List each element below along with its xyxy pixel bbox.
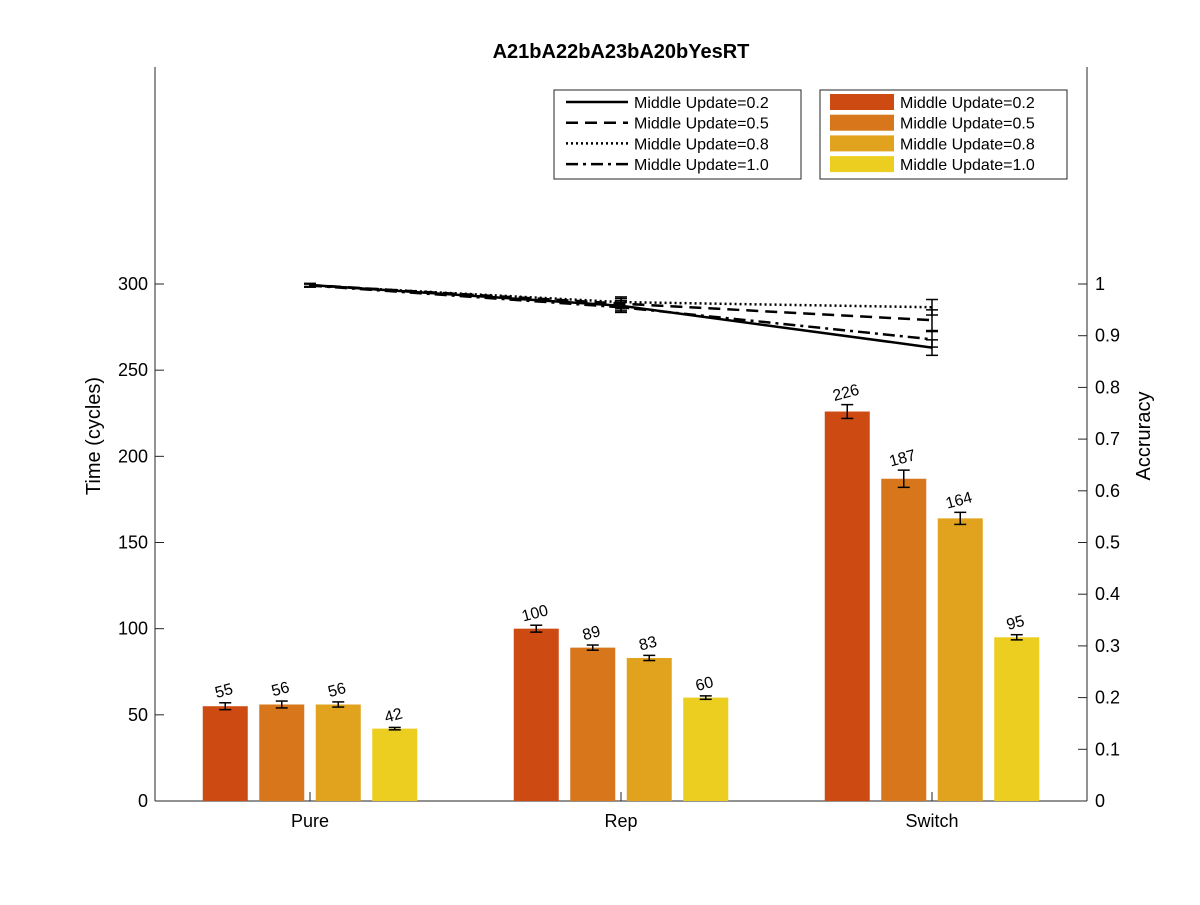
legend-bar-swatch (830, 135, 894, 152)
y2-tick-label: 0.3 (1095, 636, 1120, 656)
bar-data-label: 55 (213, 681, 235, 702)
bar-data-label: 100 (520, 602, 550, 625)
bar (372, 728, 418, 801)
bar-data-label: 187 (887, 447, 917, 470)
y2-tick-label: 0.4 (1095, 584, 1120, 604)
y-tick-label: 150 (118, 533, 148, 553)
bar (881, 478, 927, 801)
legend-bar-label: Middle Update=0.5 (900, 116, 1035, 133)
y-tick-label: 300 (118, 274, 148, 294)
y2-tick-label: 0.6 (1095, 481, 1120, 501)
bar (994, 637, 1040, 801)
y-tick-label: 100 (118, 619, 148, 639)
bar (824, 411, 870, 801)
bar-data-label: 83 (637, 633, 659, 654)
legend-bar-swatch (830, 114, 894, 131)
y2-tick-label: 1 (1095, 274, 1105, 294)
bar-data-label: 56 (326, 680, 348, 701)
y2-tick-label: 0.9 (1095, 326, 1120, 346)
plot-layer: 0 50 100 150 200 250 300 0 0.1 0.2 0.3 0.4 0.5 0.6 0.7… (118, 67, 1120, 831)
y-axis-label: Time (cycles) (83, 377, 105, 495)
legend-line-label: Middle Update=0.5 (634, 116, 769, 133)
legend-bars: Middle Update=0.2 Middle Update=0.5 Middle… (819, 89, 1068, 180)
bar (202, 706, 248, 801)
x-tick-label: Switch (905, 811, 958, 831)
bar-data-label: 42 (383, 706, 405, 727)
bar (570, 647, 616, 801)
legend-bar-label: Middle Update=1.0 (900, 157, 1035, 174)
y2-tick-label: 0.8 (1095, 377, 1120, 397)
legend-lines: Middle Update=0.2 Middle Update=0.5 Middle… (553, 89, 802, 180)
legend-line-label: Middle Update=0.8 (634, 136, 769, 153)
chart-title: A21bA22bA23bA20bYesRT (493, 41, 750, 63)
y2-tick-label: 0.2 (1095, 688, 1120, 708)
legend-bar-label: Middle Update=0.2 (900, 95, 1035, 112)
y2-tick-label: 0 (1095, 791, 1105, 811)
y-tick-label: 200 (118, 446, 148, 466)
bar (259, 704, 305, 801)
bar-data-label: 89 (581, 623, 603, 644)
y-tick-label: 0 (138, 791, 148, 811)
bar-data-label: 164 (944, 489, 974, 512)
y-tick-label: 50 (128, 705, 148, 725)
bar-data-label: 95 (1005, 613, 1027, 634)
bar (683, 697, 729, 801)
legend-bar-swatch (830, 156, 894, 173)
bar (937, 518, 983, 801)
y2-tick-label: 0.5 (1095, 533, 1120, 553)
legend-line-label: Middle Update=0.2 (634, 95, 769, 112)
bar-data-label: 56 (270, 679, 292, 700)
bar-data-label: 226 (831, 382, 861, 405)
x-tick-label: Pure (291, 811, 329, 831)
x-tick-label: Rep (604, 811, 637, 831)
accuracy-line (309, 283, 933, 349)
y-tick-label: 250 (118, 360, 148, 380)
y2-axis-label: Accruracy (1133, 392, 1155, 481)
bar-data-label: 60 (694, 674, 716, 695)
y2-tick-label: 0.7 (1095, 429, 1120, 449)
bar (315, 704, 361, 801)
bar (626, 657, 672, 801)
legend-bar-label: Middle Update=0.8 (900, 136, 1035, 153)
bar (513, 628, 559, 801)
legend-bar-swatch (830, 94, 894, 110)
y2-tick-label: 0.1 (1095, 739, 1120, 759)
legend-line-label: Middle Update=1.0 (634, 157, 769, 174)
